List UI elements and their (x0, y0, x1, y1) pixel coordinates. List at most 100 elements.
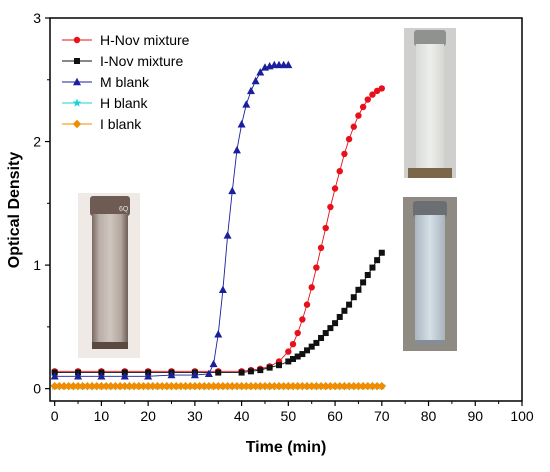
data-point (330, 381, 340, 391)
data-point (313, 339, 320, 346)
data-point (204, 369, 213, 378)
data-point (78, 381, 87, 391)
data-point (97, 372, 106, 380)
data-point (50, 381, 59, 391)
data-point (289, 340, 297, 348)
data-point (256, 68, 265, 76)
data-point (368, 381, 377, 391)
legend-label: I blank (100, 116, 142, 132)
data-point (237, 120, 246, 128)
data-point (214, 381, 223, 391)
data-point (355, 286, 362, 293)
data-point (308, 343, 315, 350)
data-point (304, 347, 311, 354)
data-point (246, 381, 256, 391)
data-point (340, 381, 349, 391)
data-point (316, 381, 326, 391)
data-point (369, 264, 376, 271)
data-point (307, 381, 316, 391)
x-axis-label: Time (min) (246, 439, 327, 456)
data-point (336, 313, 343, 320)
data-point (228, 186, 237, 195)
data-point (341, 150, 348, 158)
data-point (275, 362, 282, 369)
data-point (139, 381, 148, 391)
x-tick-label: 20 (140, 408, 156, 424)
data-point (162, 381, 172, 391)
data-point (285, 358, 292, 365)
data-point (125, 381, 134, 391)
series-line (54, 88, 383, 372)
data-point (346, 301, 353, 308)
data-point (228, 381, 237, 391)
data-point (209, 381, 218, 391)
data-point (171, 381, 181, 391)
data-point (327, 203, 334, 211)
data-point (115, 381, 125, 391)
data-point (360, 279, 367, 286)
x-tick-label: 30 (187, 408, 203, 424)
data-point (284, 381, 293, 391)
data-point (215, 369, 222, 376)
data-point (354, 381, 363, 391)
data-point (345, 135, 353, 143)
legend-label: H-Nov mixture (100, 32, 190, 48)
x-tick-label: 60 (327, 408, 343, 424)
x-tick-label: 10 (94, 408, 110, 424)
y-tick-label: 2 (33, 134, 41, 150)
inset-photo-top-right (404, 28, 456, 178)
data-point (303, 301, 311, 308)
legend: H-Nov mixture I-Nov mixture M blank H blank… (62, 32, 190, 132)
inset-photo-left: 6Q (78, 193, 140, 358)
data-point (144, 372, 153, 380)
data-point (129, 381, 139, 391)
data-point (364, 271, 371, 278)
data-point (190, 370, 199, 379)
data-point (214, 330, 223, 338)
data-point (350, 294, 357, 301)
data-point (64, 381, 73, 391)
data-point (232, 145, 241, 154)
data-point (111, 381, 120, 391)
legend-marker (74, 58, 80, 64)
data-point (341, 307, 348, 314)
data-point (358, 381, 368, 391)
data-point (185, 381, 195, 391)
svg-text:6Q: 6Q (119, 206, 129, 213)
data-point (83, 381, 92, 391)
data-point (266, 364, 273, 371)
x-tick-label: 80 (421, 408, 437, 424)
data-point (69, 381, 78, 391)
data-point (242, 381, 251, 391)
data-point (134, 381, 143, 391)
axes: 0 10 20 30 40 50 60 70 80 90 100 0 1 2 3 (33, 10, 534, 424)
data-point (176, 381, 186, 391)
data-point (223, 231, 232, 239)
data-point (335, 381, 344, 391)
data-point (195, 381, 204, 391)
data-point (359, 103, 367, 111)
data-point (355, 112, 362, 119)
data-point (223, 381, 232, 391)
data-point (344, 381, 354, 391)
data-point (167, 370, 176, 379)
data-point (106, 381, 115, 391)
data-point (327, 325, 334, 332)
legend-entry: I blank (62, 116, 142, 132)
data-point (331, 185, 339, 192)
y-tick-label: 0 (33, 381, 41, 397)
data-point (251, 381, 260, 391)
data-point (372, 381, 382, 391)
data-point (299, 316, 306, 323)
data-point (237, 381, 246, 391)
data-point (349, 381, 358, 391)
data-point (167, 381, 176, 391)
data-point (251, 76, 260, 85)
data-point (92, 381, 101, 391)
x-tick-label: 70 (374, 408, 390, 424)
legend-label: M blank (100, 74, 150, 90)
legend-marker (72, 119, 82, 129)
data-point (350, 123, 357, 130)
legend-marker (73, 36, 81, 44)
data-point (332, 320, 339, 327)
